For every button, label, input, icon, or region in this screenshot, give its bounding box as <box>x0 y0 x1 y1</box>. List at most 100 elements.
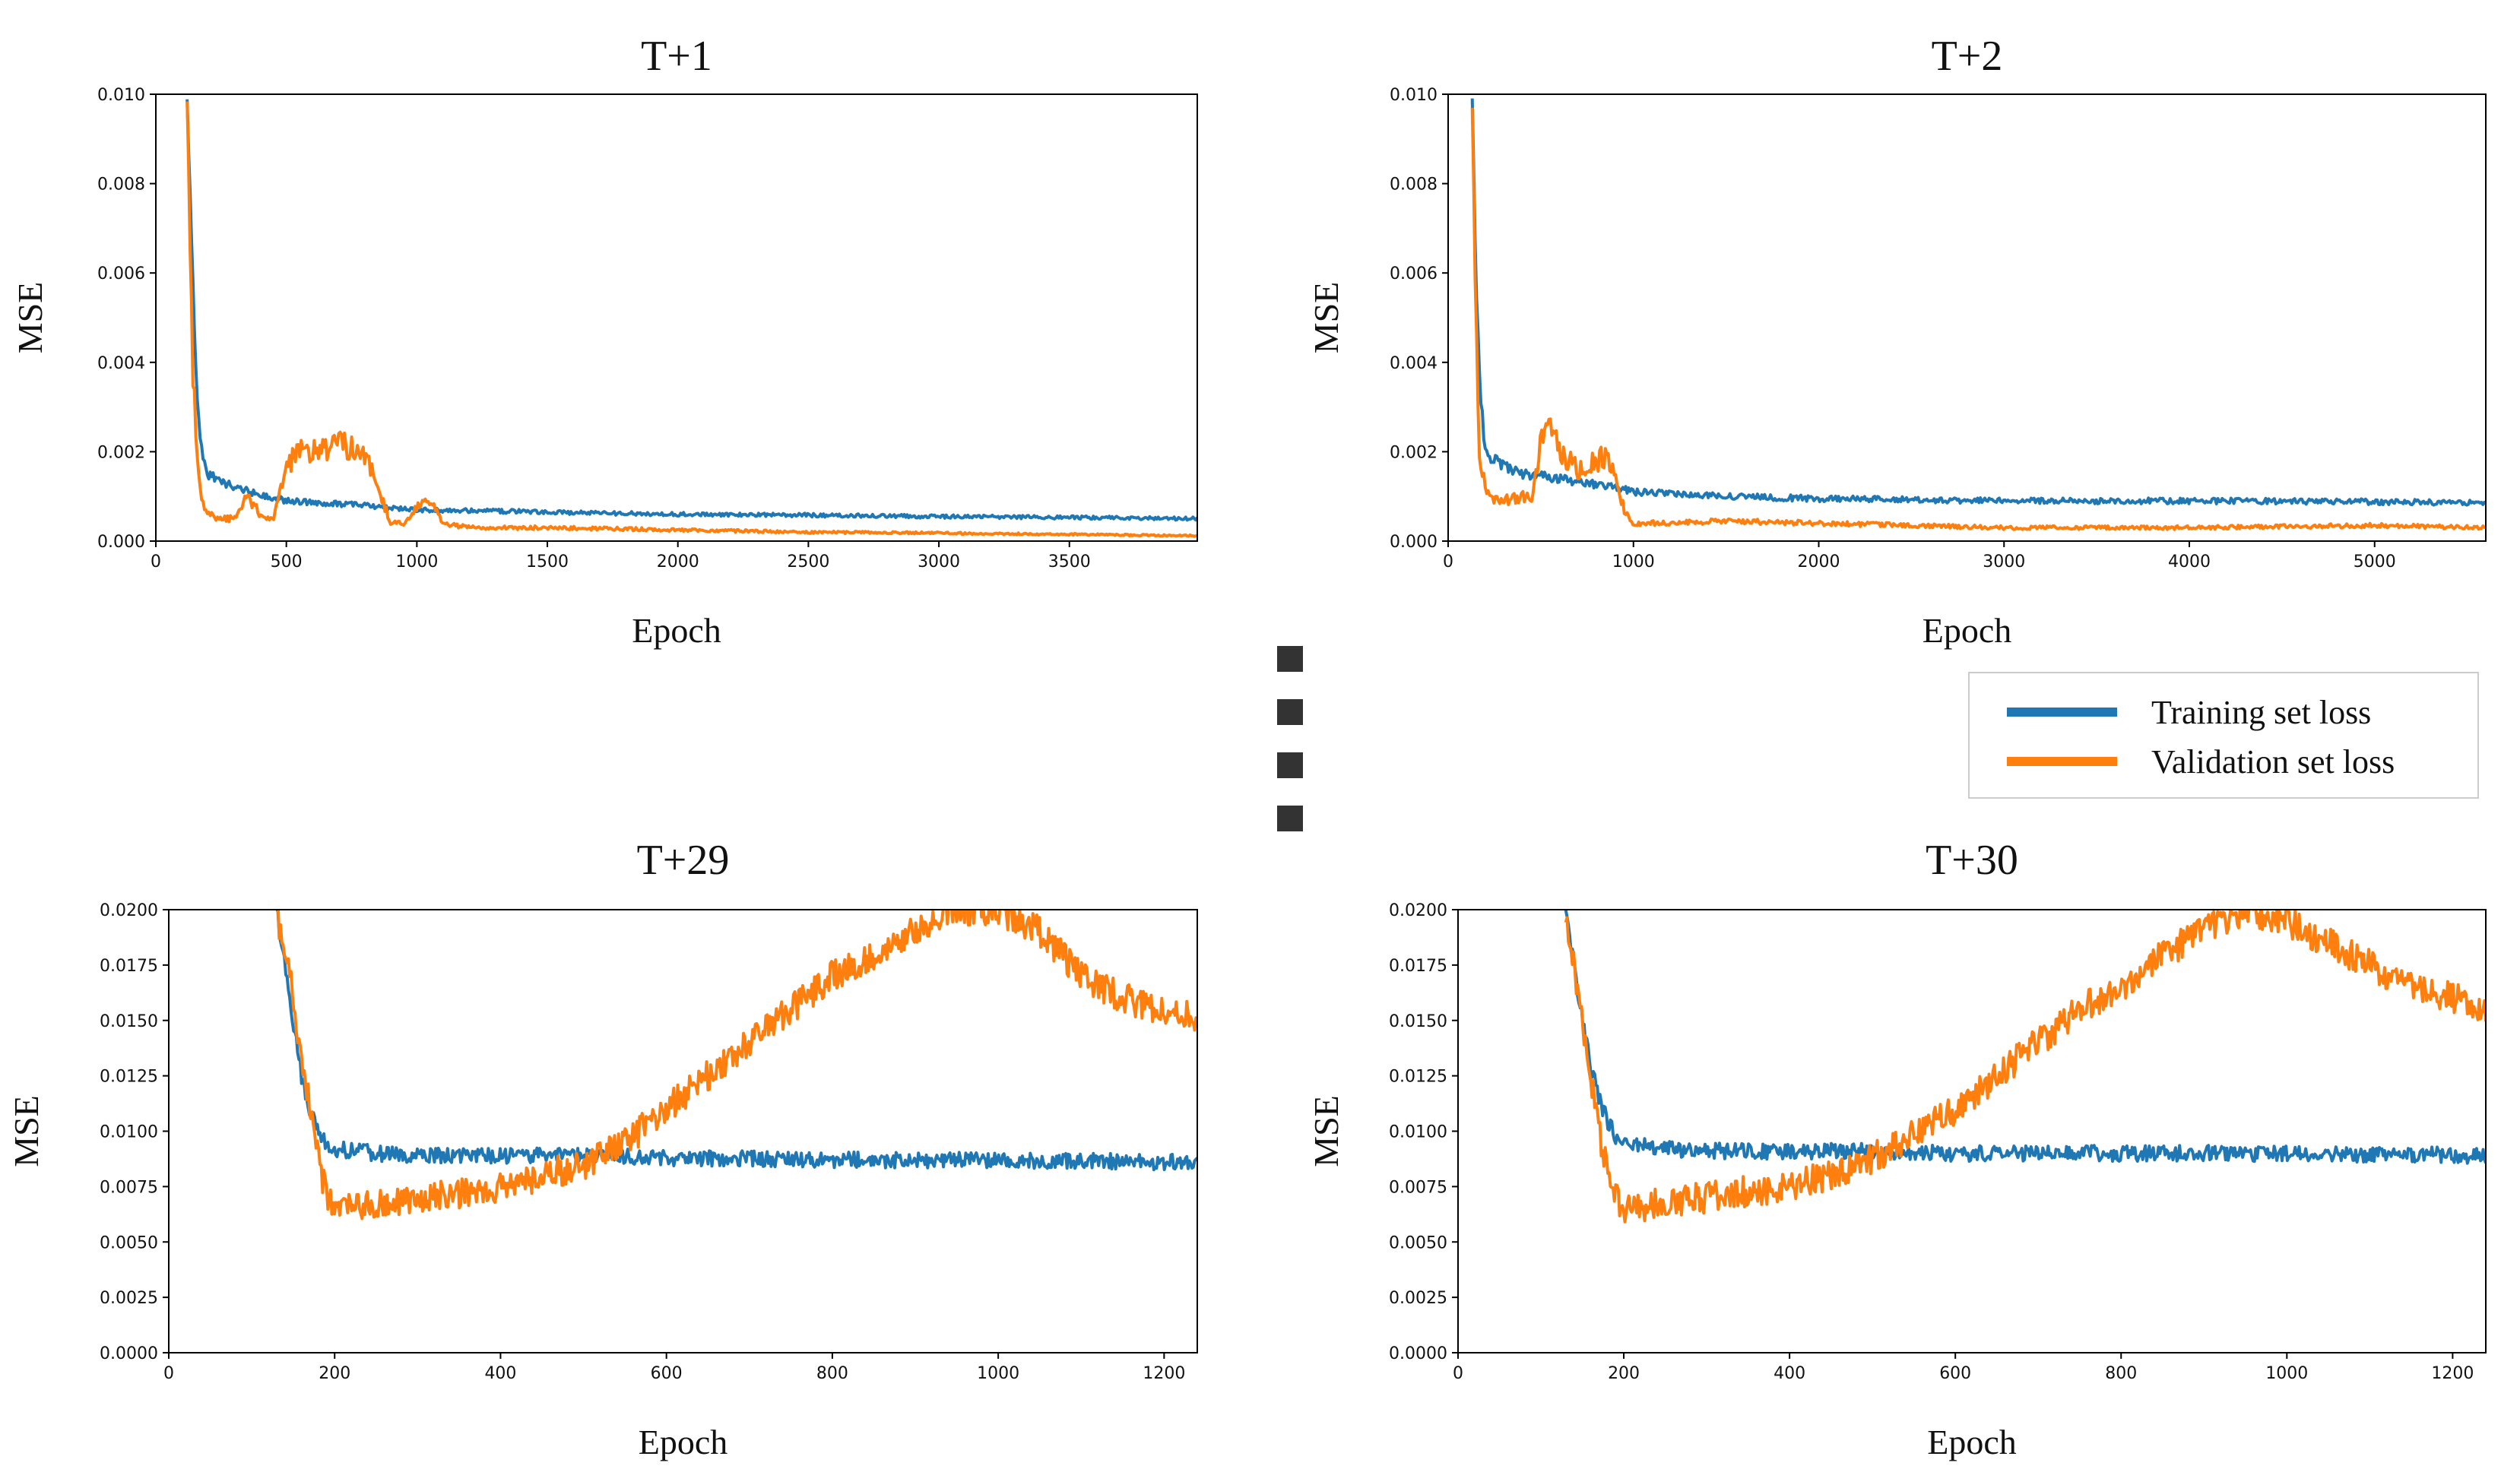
y-tick-label: 0.0025 <box>100 1289 158 1308</box>
series-group <box>185 99 1197 538</box>
ellipsis-marks <box>1277 646 1303 831</box>
y-tick-label: 0.000 <box>97 533 145 552</box>
x-tick-label: 0 <box>163 1364 174 1383</box>
y-tick-label: 0.0150 <box>1389 1012 1447 1031</box>
x-tick-label: 0 <box>151 552 161 571</box>
chart-title: T+29 <box>637 837 730 884</box>
y-tick-label: 0.002 <box>97 443 145 462</box>
x-tick-label: 5000 <box>2354 552 2396 571</box>
x-tick-label: 4000 <box>2168 552 2211 571</box>
x-tick-label: 1200 <box>2431 1364 2474 1383</box>
y-tick-label: 0.0075 <box>1389 1178 1447 1197</box>
y-tick-label: 0.0100 <box>1389 1123 1447 1142</box>
y-tick-label: 0.0100 <box>100 1123 158 1142</box>
y-tick-label: 0.0050 <box>100 1233 158 1252</box>
x-tick-label: 3000 <box>1983 552 2025 571</box>
chart-t2: T+2 Epoch MSE 0 1000 2000 3000 4000 5000 0.000 0.0… <box>1307 33 2487 650</box>
y-tick-label: 0.008 <box>97 176 145 195</box>
ellipsis-square <box>1277 752 1303 778</box>
x-axis-label: Epoch <box>639 1423 728 1461</box>
y-axis-label: MSE <box>1307 282 1346 354</box>
y-tick-label: 0.006 <box>1390 264 1438 283</box>
x-tick-label: 500 <box>271 552 303 571</box>
x-tick-label: 400 <box>484 1364 516 1383</box>
x-tick-label: 3500 <box>1048 552 1091 571</box>
x-tick-label: 800 <box>816 1364 848 1383</box>
y-tick-label: 0.0125 <box>100 1068 158 1087</box>
x-axis-label: Epoch <box>1922 611 2012 650</box>
series-line-validation <box>1564 910 2486 1224</box>
chart-t1: T+1 Epoch MSE 0 500 1000 1500 2000 2500 3000 3500 0… <box>11 33 1198 650</box>
plot-frame <box>155 93 1198 542</box>
series-line-validation <box>276 910 1197 1220</box>
chart-title: T+30 <box>1926 837 2018 884</box>
x-tick-label: 1000 <box>395 552 438 571</box>
x-tick-label: 1000 <box>977 1364 1019 1383</box>
y-axis-label: MSE <box>1307 1095 1346 1167</box>
series-line-validation <box>185 101 1197 538</box>
x-tick-label: 600 <box>651 1364 683 1383</box>
x-tick-label: 1000 <box>1612 552 1655 571</box>
legend-training-label: Training set loss <box>2151 694 2371 731</box>
x-tick-label: 1500 <box>526 552 569 571</box>
x-tick-label: 600 <box>1939 1364 1971 1383</box>
y-tick-label: 0.0000 <box>1389 1344 1447 1363</box>
legend-box <box>1968 672 2479 799</box>
x-tick-label: 2000 <box>657 552 699 571</box>
x-axis-label: Epoch <box>1927 1423 2017 1461</box>
ellipsis-square <box>1277 806 1303 831</box>
y-tick-label: 0.004 <box>1390 354 1438 373</box>
series-line-training <box>1470 98 2486 507</box>
y-tick-label: 0.0175 <box>1389 957 1447 976</box>
y-tick-label: 0.002 <box>1390 443 1438 462</box>
x-tick-label: 2000 <box>1798 552 1840 571</box>
chart-t30: T+30 Epoch MSE 0 200 400 600 800 1000 1200 0.0000 0… <box>1307 837 2487 1461</box>
series-group <box>275 910 1197 1220</box>
x-tick-label: 0 <box>1443 552 1453 571</box>
x-tick-label: 1000 <box>2265 1364 2308 1383</box>
y-tick-label: 0.0000 <box>100 1344 158 1363</box>
plot-frame <box>1447 93 2487 542</box>
y-tick-label: 0.0050 <box>1389 1233 1447 1252</box>
x-tick-label: 1200 <box>1143 1364 1185 1383</box>
y-tick-label: 0.000 <box>1390 533 1438 552</box>
y-tick-label: 0.0175 <box>100 957 158 976</box>
y-tick-label: 0.004 <box>97 354 145 373</box>
series-group <box>1564 910 2486 1224</box>
chart-title: T+2 <box>1932 33 2003 80</box>
x-tick-label: 800 <box>2105 1364 2137 1383</box>
x-tick-label: 2500 <box>787 552 829 571</box>
x-tick-label: 400 <box>1774 1364 1805 1383</box>
y-tick-label: 0.0125 <box>1389 1068 1447 1087</box>
plot-frame <box>168 909 1198 1353</box>
chart-t29: T+29 Epoch MSE 0 200 400 600 800 1000 1200 0.0000 0… <box>7 837 1198 1461</box>
chart-title: T+1 <box>641 33 712 80</box>
ellipsis-square <box>1277 646 1303 672</box>
x-tick-label: 0 <box>1453 1364 1463 1383</box>
legend: Training set loss Validation set loss <box>1968 672 2479 799</box>
y-tick-label: 0.0200 <box>1389 901 1447 920</box>
y-tick-label: 0.008 <box>1390 176 1438 195</box>
y-tick-label: 0.0075 <box>100 1178 158 1197</box>
x-axis-label: Epoch <box>632 611 721 650</box>
y-axis-label: MSE <box>11 282 49 354</box>
y-tick-label: 0.010 <box>1390 86 1438 105</box>
y-tick-label: 0.006 <box>97 264 145 283</box>
y-axis-label: MSE <box>7 1095 46 1167</box>
x-tick-label: 200 <box>1608 1364 1640 1383</box>
y-tick-label: 0.0200 <box>100 901 158 920</box>
y-tick-label: 0.010 <box>97 86 145 105</box>
series-line-training <box>1564 910 2486 1165</box>
legend-validation-label: Validation set loss <box>2151 743 2395 780</box>
series-group <box>1470 98 2486 531</box>
ellipsis-square <box>1277 699 1303 725</box>
series-line-training <box>275 910 1197 1172</box>
y-tick-label: 0.0025 <box>1389 1289 1447 1308</box>
series-line-validation <box>1470 107 2486 531</box>
x-tick-label: 200 <box>319 1364 350 1383</box>
x-tick-label: 3000 <box>918 552 960 571</box>
series-line-training <box>185 99 1197 522</box>
y-tick-label: 0.0150 <box>100 1012 158 1031</box>
